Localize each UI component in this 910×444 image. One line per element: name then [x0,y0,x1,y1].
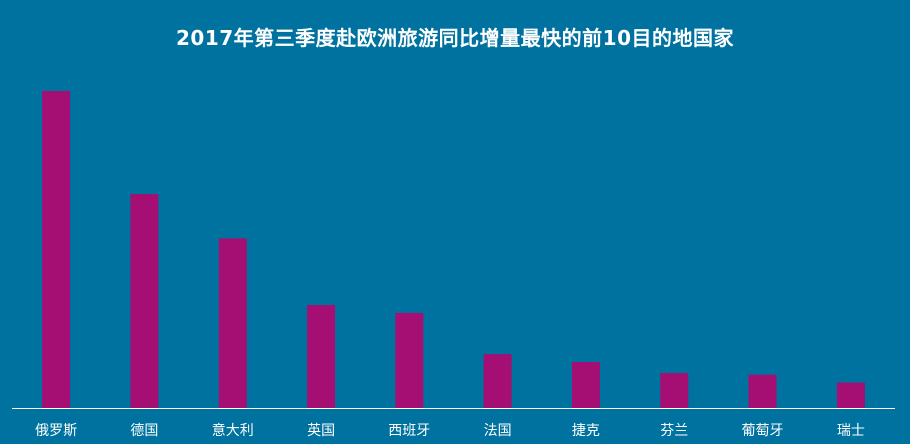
x-tick-label-7: 捷克 [572,423,600,439]
x-tick-label-6: 法国 [484,423,512,439]
x-tick-label-10: 瑞士 [837,423,865,439]
x-tick-label-9: 葡萄牙 [742,423,784,439]
bar-7 [571,362,600,408]
x-tick-label-3: 意大利 [212,422,254,439]
bar-6 [483,354,512,408]
chart-title: 2017年第三季度赴欧洲旅游同比增量最快的前10目的地国家 [176,26,734,50]
bar-2 [130,194,159,408]
x-tick-label-2: 德国 [130,423,158,439]
bar-5 [395,312,424,408]
bar-9 [748,374,777,408]
x-tick-label-1: 俄罗斯 [35,423,77,439]
bar-8 [660,373,689,408]
x-tick-label-4: 英国 [307,422,335,439]
bar-3 [218,238,247,408]
bar-1 [42,91,71,408]
x-tick-label-8: 芬兰 [660,423,688,439]
x-tick-label-5: 西班牙 [388,423,430,439]
bar-10 [836,382,865,408]
bar-4 [307,305,336,408]
